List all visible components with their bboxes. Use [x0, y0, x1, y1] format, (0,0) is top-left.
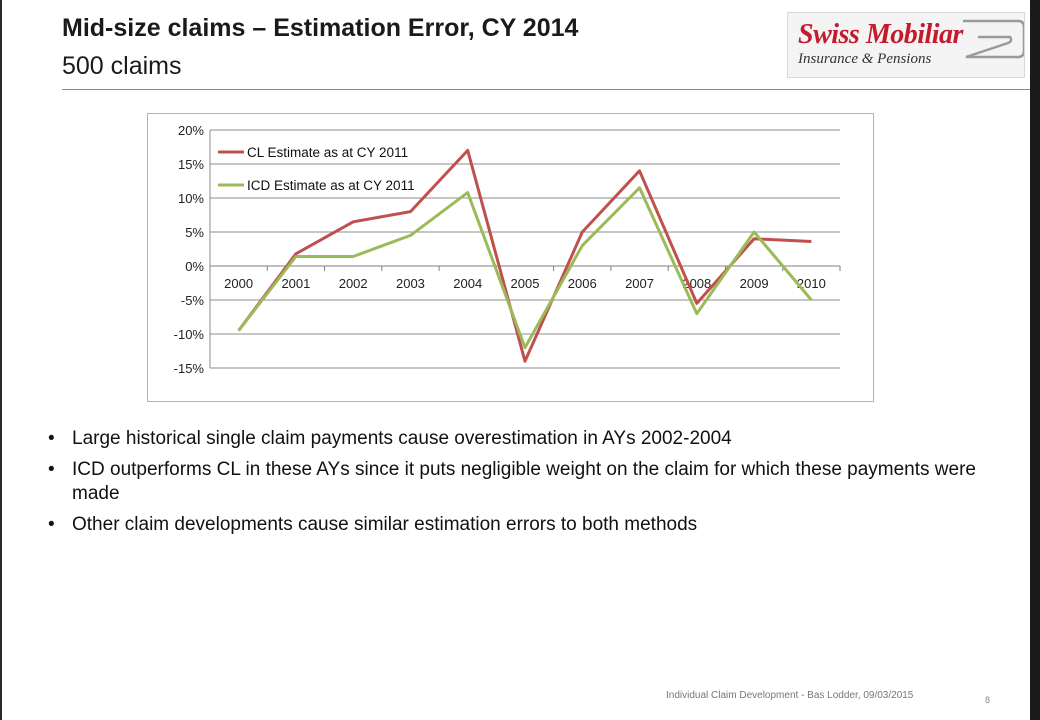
- y-tick-label: 20%: [178, 123, 204, 138]
- slide-title: Mid-size claims – Estimation Error, CY 2…: [62, 14, 579, 42]
- x-tick-label: 2001: [281, 276, 310, 291]
- x-tick-label: 2007: [625, 276, 654, 291]
- line-chart: 20% 15% 10% 5% 0% -5% -10% -15% 2000 2001 2002 2003…: [174, 123, 841, 376]
- bullet-text: ICD outperforms CL in these AYs since it…: [72, 459, 976, 504]
- bullet-dot: •: [48, 428, 55, 449]
- bullet-item: • Other claim developments cause similar …: [48, 513, 998, 537]
- chart-frame: 20% 15% 10% 5% 0% -5% -10% -15% 2000 2001 2002 2003…: [147, 113, 874, 402]
- bullet-list: • Large historical single claim payments …: [48, 427, 998, 544]
- footer-text: Individual Claim Development - Bas Lodde…: [666, 690, 914, 701]
- x-tick-label: 2010: [797, 276, 826, 291]
- slide-subtitle: 500 claims: [62, 52, 182, 80]
- slide-left-edge: [0, 0, 2, 720]
- paperclip-icon: [963, 19, 1024, 59]
- page-number: 8: [985, 695, 991, 705]
- x-tick-label: 2002: [339, 276, 368, 291]
- y-tick-label: 10%: [178, 191, 204, 206]
- bullet-dot: •: [48, 459, 55, 480]
- y-tick-label: 15%: [178, 157, 204, 172]
- legend-label: CL Estimate as at CY 2011: [247, 145, 408, 160]
- slide-right-bar: [1030, 0, 1040, 720]
- x-tick-label: 2005: [511, 276, 540, 291]
- y-tick-label: 5%: [185, 225, 204, 240]
- legend-label: ICD Estimate as at CY 2011: [247, 178, 415, 193]
- logo-brand-text: Swiss Mobiliar: [798, 19, 963, 50]
- y-tick-label: -5%: [181, 293, 205, 308]
- bullet-item: • Large historical single claim payments …: [48, 427, 998, 451]
- x-tick-label: 2004: [453, 276, 482, 291]
- title-divider: [62, 89, 1030, 90]
- x-tick-label: 2000: [224, 276, 253, 291]
- y-tick-label: 0%: [185, 259, 204, 274]
- x-tick-label: 2009: [740, 276, 769, 291]
- y-tick-label: -10%: [174, 327, 205, 342]
- y-tick-label: -15%: [174, 361, 205, 376]
- logo-tagline: Insurance & Pensions: [798, 51, 932, 67]
- x-tick-label: 2006: [568, 276, 597, 291]
- bullet-text: Other claim developments cause similar e…: [72, 514, 698, 535]
- x-tick-label: 2003: [396, 276, 425, 291]
- swiss-mobiliar-logo: Swiss Mobiliar Insurance & Pensions: [787, 12, 1025, 78]
- bullet-text: Large historical single claim payments c…: [72, 428, 732, 449]
- series-line: [237, 148, 812, 363]
- series-line: [237, 186, 813, 350]
- bullet-dot: •: [48, 514, 55, 535]
- bullet-item: • ICD outperforms CL in these AYs since i…: [48, 458, 998, 506]
